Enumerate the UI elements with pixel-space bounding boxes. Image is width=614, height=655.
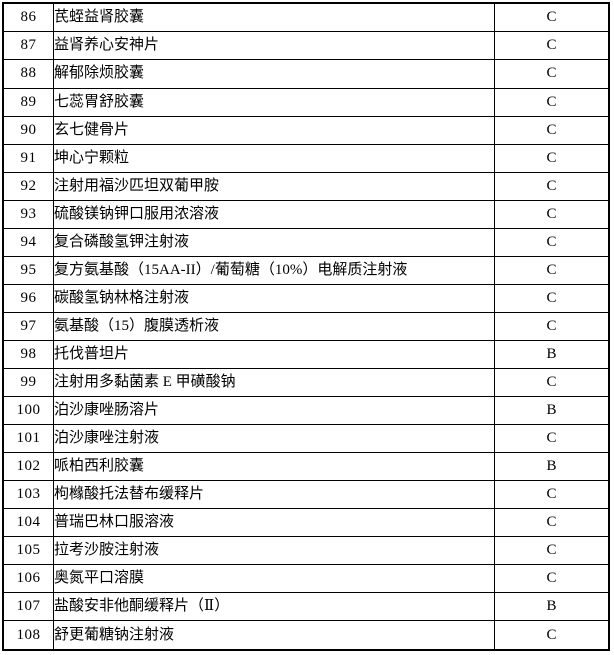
table-row: 90 玄七健骨片 C xyxy=(2,115,610,145)
drug-category-cell: C xyxy=(494,311,610,341)
drug-name-cell: 解郁除烦胶囊 xyxy=(53,59,495,89)
drug-category-cell: C xyxy=(494,143,610,173)
table-row: 94 复合磷酸氢钾注射液 C xyxy=(2,227,610,257)
drug-category-cell: C xyxy=(494,115,610,145)
table-row: 103 枸橼酸托法替布缓释片 C xyxy=(2,480,610,510)
table-row: 93 硫酸镁钠钾口服用浓溶液 C xyxy=(2,199,610,229)
row-number-cell: 104 xyxy=(2,508,54,538)
row-number-cell: 106 xyxy=(2,564,54,594)
drug-name-cell: 坤心宁颗粒 xyxy=(53,143,495,173)
table-row: 87 益肾养心安神片 C xyxy=(2,31,610,61)
row-number-cell: 96 xyxy=(2,283,54,313)
row-number-cell: 92 xyxy=(2,171,54,201)
drug-category-cell: B xyxy=(494,396,610,426)
drug-category-cell: B xyxy=(494,452,610,482)
table-row: 92 注射用福沙匹坦双葡甲胺 C xyxy=(2,171,610,201)
drug-name-cell: 芪蛭益肾胶囊 xyxy=(53,2,495,33)
row-number-cell: 94 xyxy=(2,227,54,257)
drug-category-cell: C xyxy=(494,227,610,257)
drug-name-cell: 枸橼酸托法替布缓释片 xyxy=(53,480,495,510)
drug-category-cell: C xyxy=(494,59,610,89)
drug-category-cell: C xyxy=(494,283,610,313)
drug-name-cell: 玄七健骨片 xyxy=(53,115,495,145)
drug-category-cell: C xyxy=(494,480,610,510)
table-row: 104 普瑞巴林口服溶液 C xyxy=(2,508,610,538)
drug-name-cell: 复方氨基酸（15AA-II）/葡萄糖（10%）电解质注射液 xyxy=(53,255,495,285)
row-number-cell: 95 xyxy=(2,255,54,285)
table-row: 98 托伐普坦片 B xyxy=(2,339,610,369)
row-number-cell: 87 xyxy=(2,31,54,61)
table-row: 88 解郁除烦胶囊 C xyxy=(2,59,610,89)
table-row: 101 泊沙康唑注射液 C xyxy=(2,424,610,454)
table-row: 99 注射用多黏菌素 E 甲磺酸钠 C xyxy=(2,367,610,398)
table-row: 107 盐酸安非他酮缓释片（Ⅱ） B xyxy=(2,592,610,622)
table-row: 102 哌柏西利胶囊 B xyxy=(2,452,610,482)
row-number-cell: 90 xyxy=(2,115,54,145)
row-number-cell: 97 xyxy=(2,311,54,341)
drug-name-cell: 盐酸安非他酮缓释片（Ⅱ） xyxy=(53,592,495,622)
table-row: 86 芪蛭益肾胶囊 C xyxy=(2,2,610,33)
table-row: 91 坤心宁颗粒 C xyxy=(2,143,610,173)
drug-name-cell: 七蕊胃舒胶囊 xyxy=(53,87,495,117)
drug-name-cell: 泊沙康唑注射液 xyxy=(53,424,495,454)
drug-category-cell: C xyxy=(494,508,610,538)
drug-name-cell: 注射用多黏菌素 E 甲磺酸钠 xyxy=(53,367,495,398)
drug-name-cell: 奥氮平口溶膜 xyxy=(53,564,495,594)
table-row: 97 氨基酸（15）腹膜透析液 C xyxy=(2,311,610,341)
row-number-cell: 91 xyxy=(2,143,54,173)
drug-name-cell: 复合磷酸氢钾注射液 xyxy=(53,227,495,257)
row-number-cell: 102 xyxy=(2,452,54,482)
drug-name-cell: 泊沙康唑肠溶片 xyxy=(53,396,495,426)
drug-category-cell: C xyxy=(494,31,610,61)
drug-category-cell: C xyxy=(494,564,610,594)
drug-category-cell: C xyxy=(494,171,610,201)
drug-name-cell: 注射用福沙匹坦双葡甲胺 xyxy=(53,171,495,201)
drug-category-cell: C xyxy=(494,367,610,398)
drug-category-cell: C xyxy=(494,2,610,33)
row-number-cell: 88 xyxy=(2,59,54,89)
table-row: 108 舒更葡糖钠注射液 C xyxy=(2,620,610,651)
drug-category-cell: C xyxy=(494,87,610,117)
row-number-cell: 93 xyxy=(2,199,54,229)
drug-category-cell: B xyxy=(494,592,610,622)
drug-category-cell: C xyxy=(494,536,610,566)
table-row: 106 奥氮平口溶膜 C xyxy=(2,564,610,594)
drug-category-cell: C xyxy=(494,424,610,454)
row-number-cell: 108 xyxy=(2,620,54,651)
drug-name-cell: 舒更葡糖钠注射液 xyxy=(53,620,495,651)
row-number-cell: 86 xyxy=(2,2,54,33)
drug-name-cell: 托伐普坦片 xyxy=(53,339,495,369)
drug-name-cell: 拉考沙胺注射液 xyxy=(53,536,495,566)
drug-name-cell: 硫酸镁钠钾口服用浓溶液 xyxy=(53,199,495,229)
table-row: 96 碳酸氢钠林格注射液 C xyxy=(2,283,610,313)
row-number-cell: 103 xyxy=(2,480,54,510)
table-row: 105 拉考沙胺注射液 C xyxy=(2,536,610,566)
table-row: 100 泊沙康唑肠溶片 B xyxy=(2,396,610,426)
drug-name-cell: 普瑞巴林口服溶液 xyxy=(53,508,495,538)
drug-name-cell: 哌柏西利胶囊 xyxy=(53,452,495,482)
drug-name-cell: 益肾养心安神片 xyxy=(53,31,495,61)
row-number-cell: 98 xyxy=(2,339,54,369)
drug-name-cell: 氨基酸（15）腹膜透析液 xyxy=(53,311,495,341)
row-number-cell: 101 xyxy=(2,424,54,454)
table-row: 95 复方氨基酸（15AA-II）/葡萄糖（10%）电解质注射液 C xyxy=(2,255,610,285)
row-number-cell: 105 xyxy=(2,536,54,566)
drug-category-cell: C xyxy=(494,199,610,229)
table-row: 89 七蕊胃舒胶囊 C xyxy=(2,87,610,117)
drug-category-cell: C xyxy=(494,255,610,285)
drug-category-cell: B xyxy=(494,339,610,369)
row-number-cell: 89 xyxy=(2,87,54,117)
row-number-cell: 99 xyxy=(2,367,54,398)
drug-category-cell: C xyxy=(494,620,610,651)
row-number-cell: 107 xyxy=(2,592,54,622)
row-number-cell: 100 xyxy=(2,396,54,426)
drug-name-cell: 碳酸氢钠林格注射液 xyxy=(53,283,495,313)
